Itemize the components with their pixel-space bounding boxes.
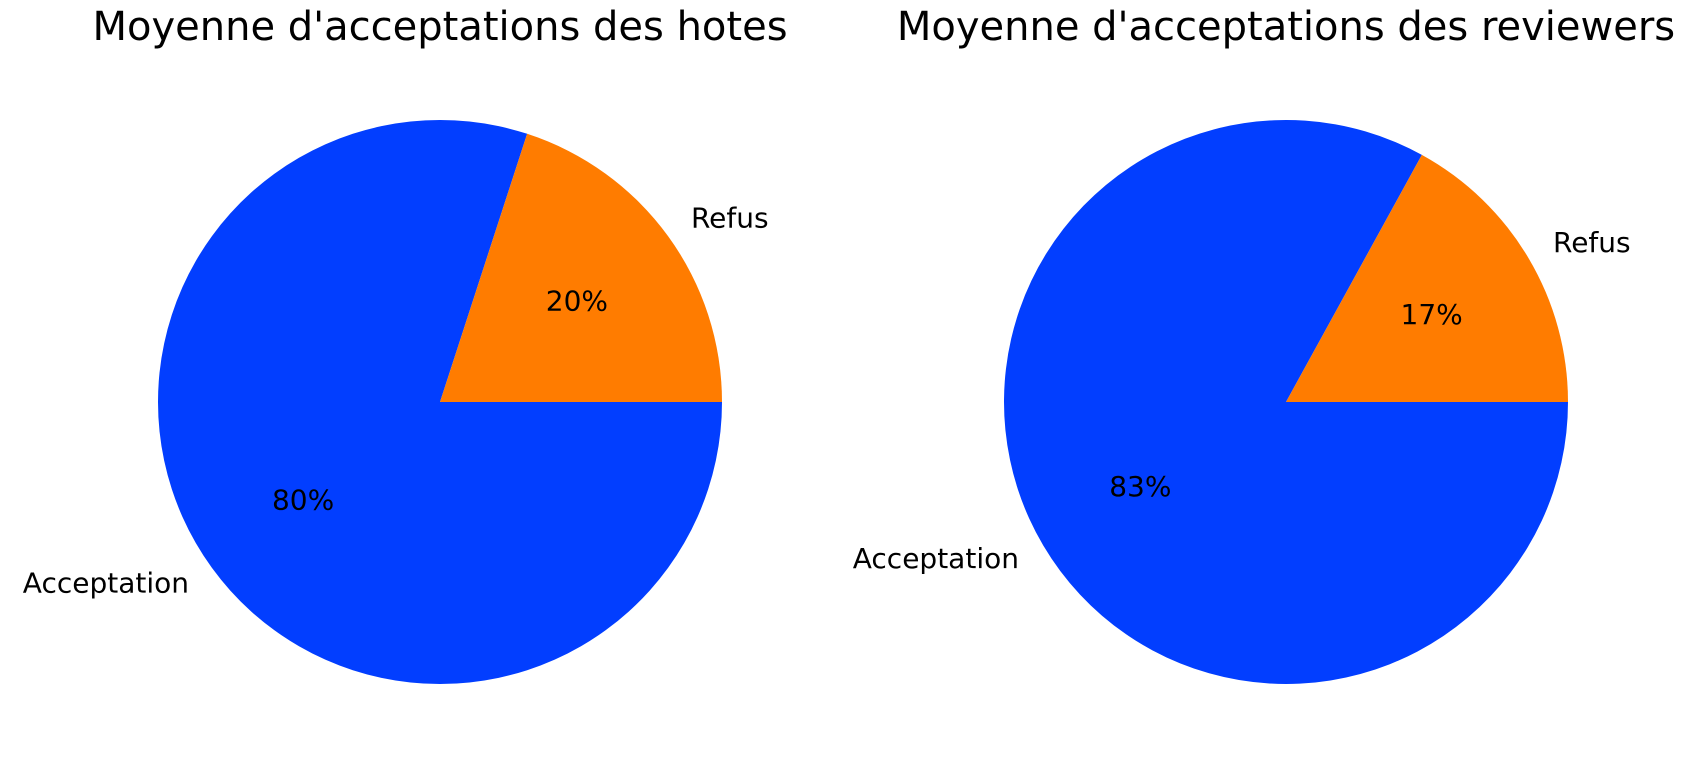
pie-slice-refus — [1286, 154, 1568, 402]
slice-label-refus: Refus — [691, 202, 769, 235]
slice-label-acceptation: Acceptation — [23, 566, 189, 599]
pie-slice-acceptation — [158, 119, 723, 684]
chart-title: Moyenne d'acceptations des reviewers — [897, 4, 1675, 50]
percent-label-acceptation: 83% — [1109, 470, 1171, 503]
pie-chart-reviewers: Moyenne d'acceptations des reviewers Acc… — [853, 4, 1675, 684]
percent-label-refus: 17% — [1401, 298, 1463, 331]
chart-title: Moyenne d'acceptations des hotes — [92, 4, 787, 50]
pie-chart-hosts: Moyenne d'acceptations des hotes Accepta… — [23, 4, 788, 684]
slice-label-refus: Refus — [1553, 226, 1631, 259]
pie-slice-refus — [440, 133, 722, 402]
percent-label-acceptation: 80% — [272, 483, 334, 516]
slice-label-acceptation: Acceptation — [853, 542, 1019, 575]
percent-label-refus: 20% — [546, 285, 608, 318]
